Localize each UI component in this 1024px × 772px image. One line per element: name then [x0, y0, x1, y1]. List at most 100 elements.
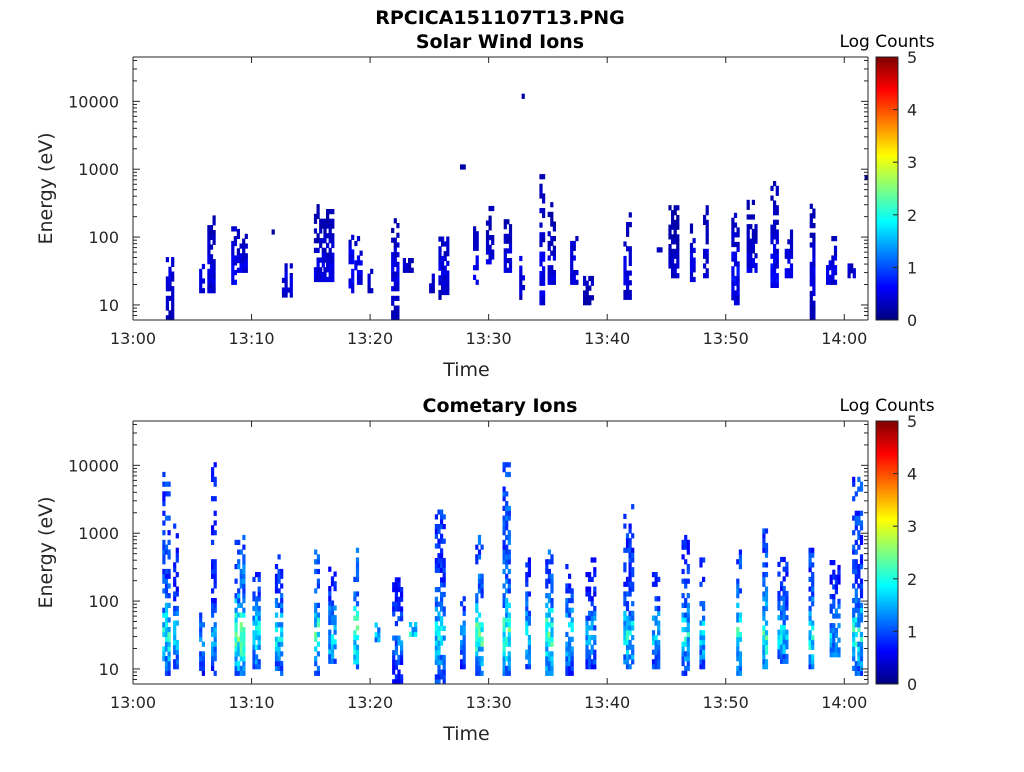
heatmap-cell [173, 523, 177, 529]
heatmap-cell [628, 615, 632, 621]
heatmap-cell [167, 554, 171, 560]
heatmap-cell [164, 583, 169, 589]
heatmap-cell [809, 261, 813, 267]
heatmap-cell [506, 219, 510, 225]
heatmap-cell [313, 267, 318, 273]
heatmap-cell [738, 559, 742, 565]
heatmap-cell [699, 601, 703, 607]
heatmap-cell [355, 576, 360, 582]
heatmap-cell [681, 627, 685, 633]
heatmap-cell [593, 649, 597, 655]
heatmap-cell [705, 219, 709, 225]
heatmap-cell [400, 679, 404, 684]
heatmap-cell [631, 659, 635, 665]
heatmap-cell [316, 631, 320, 638]
heatmap-cell [502, 544, 506, 550]
heatmap-cell [654, 581, 658, 587]
heatmap-cell [475, 279, 479, 285]
heatmap-cell [789, 248, 794, 254]
heatmap-cell [475, 651, 479, 657]
heatmap-cell [736, 656, 740, 662]
heatmap-cell [699, 644, 703, 650]
heatmap-cell [314, 549, 318, 555]
heatmap-cell [733, 222, 738, 228]
heatmap-cell [811, 639, 815, 646]
heatmap-cell [539, 295, 543, 301]
heatmap-cell [705, 229, 709, 235]
heatmap-cell [789, 273, 794, 279]
heatmap-cell [777, 600, 781, 606]
heatmap-cell [355, 601, 360, 607]
heatmap-cell [859, 602, 864, 608]
heatmap-cell [831, 236, 835, 242]
heatmap-cell [547, 612, 551, 618]
heatmap-cell [234, 641, 238, 647]
heatmap-cell [657, 576, 661, 582]
heatmap-cell [234, 661, 238, 667]
heatmap-cell [391, 271, 395, 277]
heatmap-cell [397, 640, 401, 646]
heatmap-cell [443, 265, 447, 271]
heatmap-cell [585, 615, 589, 621]
heatmap-cell [330, 649, 335, 655]
heatmap-cell [328, 658, 332, 664]
heatmap-cell [542, 271, 546, 277]
x-tick-label: 13:30 [466, 329, 512, 348]
heatmap-cell [505, 549, 509, 555]
heatmap-cell [438, 236, 442, 242]
heatmap-cell [199, 656, 203, 662]
heatmap-cell [780, 629, 784, 635]
heatmap-cell [565, 670, 569, 676]
heatmap-cell [488, 215, 492, 221]
heatmap-cell [443, 270, 447, 276]
heatmap-cell [460, 625, 464, 631]
heatmap-cell [623, 635, 627, 641]
heatmap-cell [545, 593, 549, 599]
heatmap-cell [681, 578, 685, 584]
heatmap-cell [316, 233, 320, 239]
heatmap-cell [539, 193, 543, 199]
heatmap-cell [684, 656, 688, 662]
heatmap-cell [568, 670, 572, 676]
heatmap-cell [809, 300, 813, 306]
heatmap-cell [199, 288, 203, 294]
heatmap-cell [473, 236, 477, 242]
heatmap-cell [837, 637, 841, 643]
heatmap-cell [505, 525, 509, 531]
heatmap-cell [705, 253, 709, 259]
heatmap-cell [167, 573, 171, 579]
heatmap-cell [651, 664, 656, 670]
heatmap-cell [211, 573, 215, 579]
heatmap-cell [829, 608, 833, 614]
heatmap-cell [316, 612, 320, 618]
heatmap-cell [330, 644, 335, 650]
heatmap-cell [321, 262, 325, 268]
heatmap-cell [168, 281, 172, 287]
heatmap-cell [733, 275, 738, 282]
heatmap-cell [733, 300, 738, 306]
heatmap-cell [239, 573, 243, 579]
heatmap-cell [211, 530, 215, 536]
heatmap-cell [442, 606, 446, 612]
heatmap-cell [736, 285, 740, 291]
heatmap-cell [326, 276, 330, 283]
heatmap-cell [502, 486, 506, 492]
heatmap-cell [330, 600, 335, 606]
heatmap-cell [316, 247, 320, 253]
heatmap-cell [171, 290, 175, 297]
heatmap-cell [857, 530, 861, 536]
heatmap-cell [242, 258, 246, 264]
heatmap-cell [434, 616, 438, 622]
heatmap-cell [392, 664, 396, 670]
heatmap-cell [508, 233, 513, 239]
heatmap-cell [625, 635, 630, 641]
heatmap-cell [331, 272, 335, 278]
heatmap-cell [764, 639, 769, 646]
heatmap-cell [572, 240, 576, 247]
heatmap-cell [319, 242, 323, 249]
heatmap-cell [702, 654, 706, 660]
heatmap-cell [446, 236, 450, 242]
heatmap-cell [201, 656, 205, 662]
